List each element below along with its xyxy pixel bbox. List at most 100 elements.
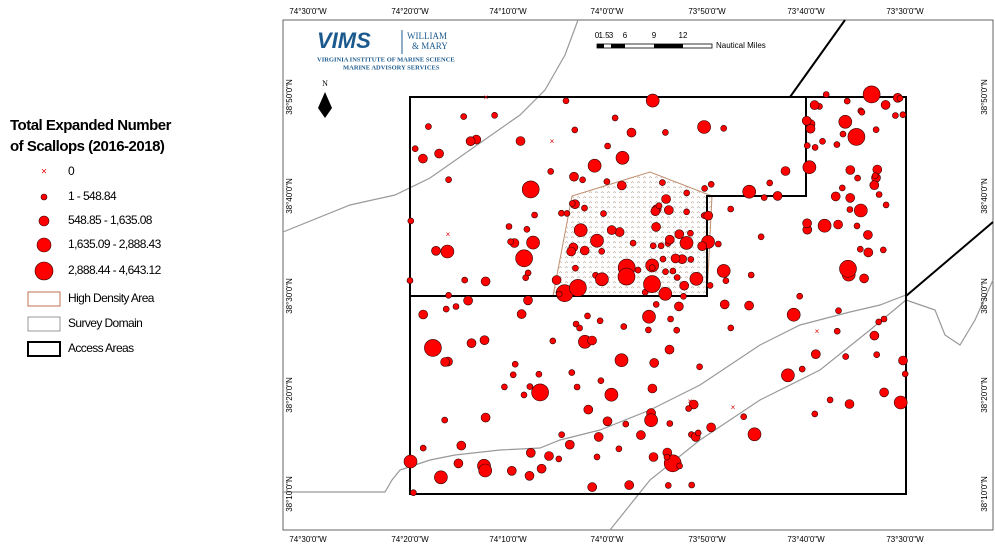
survey-dot bbox=[826, 396, 834, 404]
survey-dot bbox=[742, 184, 757, 199]
survey-dot bbox=[744, 300, 754, 311]
survey-dot bbox=[719, 299, 730, 310]
survey-dot bbox=[606, 225, 617, 235]
survey-dot bbox=[879, 246, 887, 254]
lat-label: 38°10'0"N bbox=[285, 476, 294, 512]
legend-label: High Density Area bbox=[68, 291, 155, 305]
survey-dot bbox=[531, 211, 538, 219]
survey-dot bbox=[683, 189, 691, 197]
survey-dot bbox=[579, 245, 590, 256]
survey-dot bbox=[419, 444, 427, 452]
survey-dot bbox=[740, 413, 748, 421]
survey-dot bbox=[839, 259, 857, 278]
survey-dot bbox=[659, 255, 667, 263]
survey-dot bbox=[781, 368, 795, 383]
survey-dot bbox=[573, 223, 588, 237]
survey-dot bbox=[597, 377, 605, 385]
survey-dot bbox=[846, 206, 854, 213]
survey-dot bbox=[844, 399, 855, 409]
survey-dot bbox=[872, 126, 880, 133]
survey-dot bbox=[766, 179, 774, 187]
survey-dot bbox=[602, 416, 613, 427]
survey-dot bbox=[833, 141, 841, 148]
survey-dot bbox=[685, 405, 692, 412]
survey-dot bbox=[802, 218, 812, 229]
survey-dot bbox=[722, 277, 730, 285]
survey-dot bbox=[644, 413, 658, 428]
north-arrow bbox=[318, 92, 332, 118]
survey-dot bbox=[456, 440, 467, 451]
survey-dot bbox=[536, 463, 547, 474]
survey-dot bbox=[442, 305, 450, 313]
survey-dot bbox=[521, 180, 540, 199]
survey-dot bbox=[595, 272, 609, 287]
survey-dot bbox=[706, 422, 716, 433]
survey-dot bbox=[566, 246, 577, 257]
survey-dot bbox=[674, 301, 684, 312]
survey-dot bbox=[853, 222, 861, 230]
survey-dot bbox=[555, 455, 563, 463]
survey-dot bbox=[620, 323, 628, 330]
legend-label: 1,635.09 - 2,888.43 bbox=[68, 237, 162, 251]
survey-dot bbox=[581, 204, 588, 212]
survey-dot bbox=[847, 128, 866, 146]
survey-dot bbox=[650, 206, 661, 216]
survey-dot bbox=[551, 275, 562, 285]
scale-label: 0 bbox=[595, 31, 600, 40]
survey-dot bbox=[572, 264, 579, 272]
survey-dot bbox=[587, 482, 598, 492]
survey-dot bbox=[558, 431, 566, 439]
lon-label: 74°30'0"W bbox=[289, 7, 327, 16]
survey-dot bbox=[657, 242, 665, 250]
survey-dot bbox=[604, 387, 619, 402]
survey-dot bbox=[747, 427, 762, 442]
survey-dot bbox=[466, 338, 477, 349]
survey-dot bbox=[809, 100, 820, 110]
lon-label: 74°20'0"W bbox=[391, 535, 429, 544]
logo-partner: WILLIAM bbox=[407, 31, 447, 41]
survey-dot bbox=[780, 166, 791, 176]
survey-dot bbox=[624, 480, 635, 490]
survey-dot bbox=[858, 108, 866, 116]
survey-dot bbox=[679, 280, 690, 291]
survey-dot bbox=[701, 185, 708, 192]
survey-dot bbox=[863, 230, 873, 240]
survey-dot bbox=[452, 303, 460, 310]
survey-dot bbox=[425, 123, 432, 130]
survey-dot bbox=[520, 391, 528, 399]
survey-dot bbox=[727, 324, 735, 332]
survey-dot bbox=[505, 223, 513, 230]
survey-dot bbox=[706, 282, 714, 289]
survey-dot bbox=[478, 463, 493, 478]
survey-dot bbox=[817, 218, 832, 233]
north-label: N bbox=[322, 79, 328, 88]
lon-label: 74°10'0"W bbox=[489, 7, 527, 16]
survey-dot bbox=[568, 369, 576, 376]
survey-dot bbox=[516, 309, 527, 319]
survey-dot bbox=[642, 309, 656, 324]
survey-dot bbox=[835, 307, 842, 315]
survey-dot bbox=[596, 317, 604, 325]
survey-dot bbox=[845, 165, 856, 175]
survey-dot bbox=[680, 292, 687, 300]
survey-dot bbox=[716, 264, 731, 278]
zero-catch: × bbox=[815, 327, 820, 336]
survey-dot bbox=[853, 203, 868, 218]
survey-dot bbox=[649, 242, 657, 250]
legend-symbol bbox=[38, 215, 50, 227]
lon-label: 74°20'0"W bbox=[391, 7, 429, 16]
survey-dot bbox=[604, 142, 611, 150]
survey-dot bbox=[507, 238, 514, 245]
logo-line: VIRGINIA INSTITUTE OF MARINE SCIENCE bbox=[317, 56, 455, 63]
survey-dot bbox=[666, 420, 674, 427]
survey-domain bbox=[282, 19, 994, 531]
survey-dot bbox=[652, 301, 660, 308]
legend-symbol bbox=[27, 291, 61, 307]
survey-dot bbox=[882, 201, 890, 209]
survey-dot bbox=[688, 399, 699, 410]
survey-dot bbox=[664, 482, 672, 489]
legend-symbol bbox=[34, 261, 54, 281]
survey-dot bbox=[663, 205, 674, 215]
survey-dot bbox=[896, 95, 904, 102]
survey-dot bbox=[727, 205, 735, 213]
